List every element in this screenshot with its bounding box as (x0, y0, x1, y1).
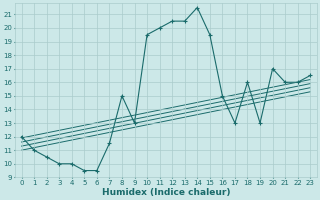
X-axis label: Humidex (Indice chaleur): Humidex (Indice chaleur) (102, 188, 230, 197)
